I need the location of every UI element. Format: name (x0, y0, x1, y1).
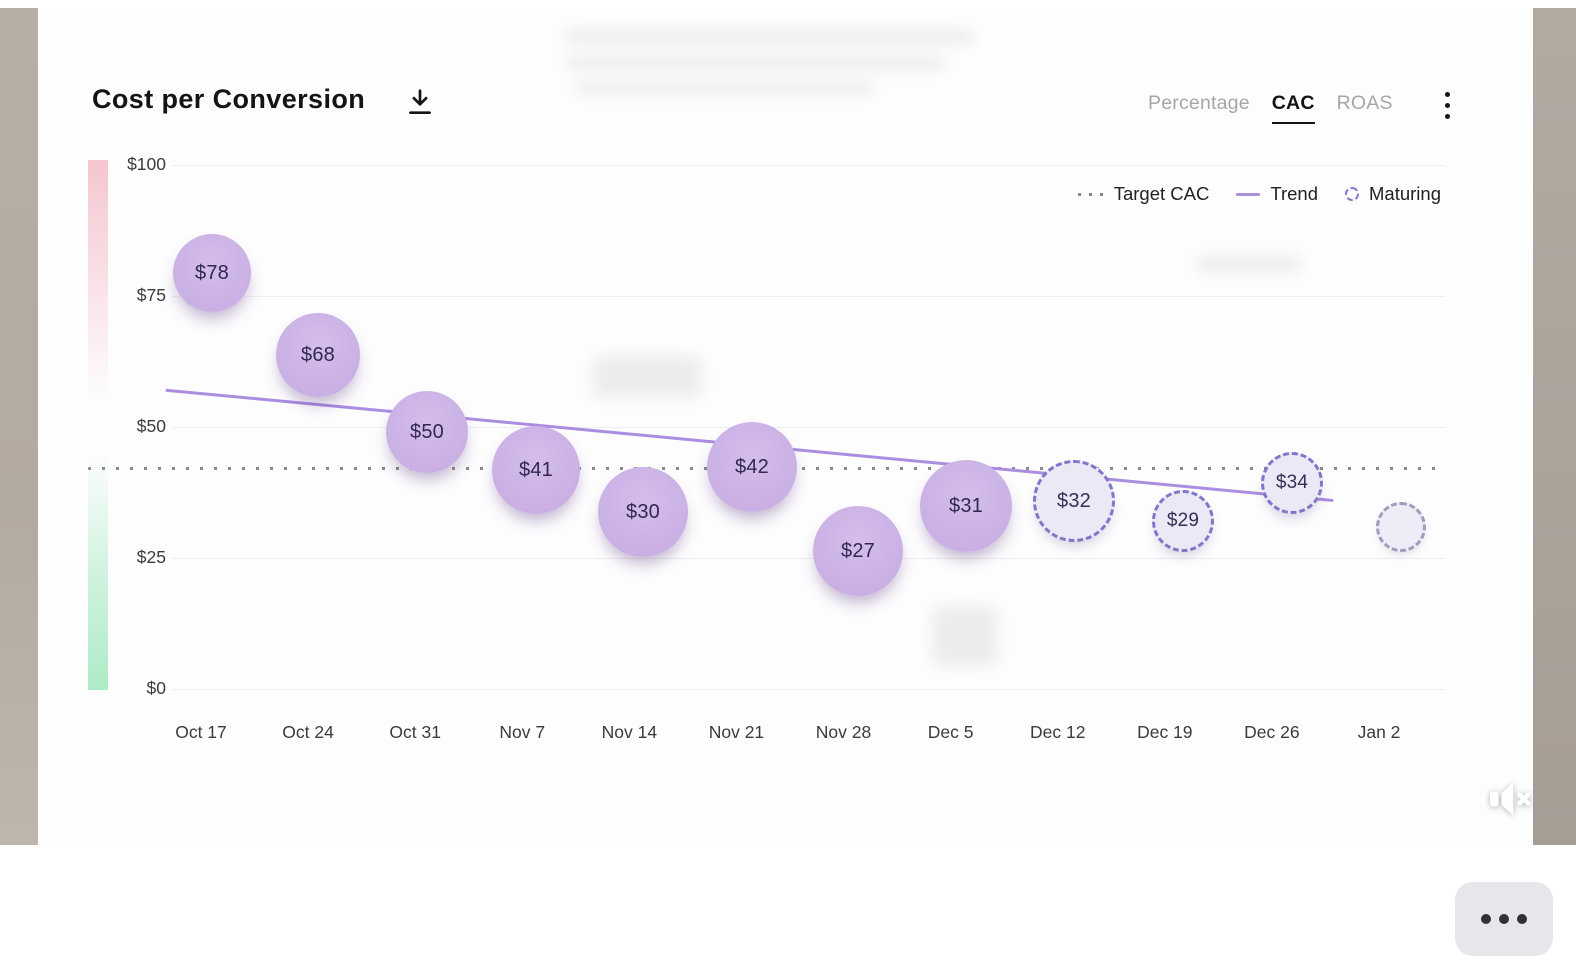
bubble-value-label: $68 (301, 343, 335, 366)
x-axis-label: Oct 24 (282, 722, 334, 742)
risk-gradient-bar (88, 160, 108, 690)
tab-roas[interactable]: ROAS (1336, 92, 1393, 114)
bubble-oct-31: $50 (386, 391, 468, 473)
bubble-value-label: $32 (1057, 489, 1091, 512)
dashed-circle-swatch (1345, 187, 1360, 201)
x-axis-label: Dec 19 (1137, 722, 1193, 742)
more-dot (1499, 914, 1509, 924)
video-blur-edge-left (0, 8, 38, 845)
legend-item-trend: Trend (1236, 183, 1318, 205)
y-axis-label: $100 (127, 154, 166, 174)
y-axis-label: $25 (136, 547, 166, 567)
bubble-nov-21: $42 (707, 422, 797, 512)
x-axis-label: Dec 5 (927, 722, 974, 742)
dotted-line-swatch (1077, 192, 1104, 196)
x-axis-label: Dec 12 (1029, 722, 1086, 742)
x-axis-label: Oct 31 (389, 722, 441, 742)
bubble-value-label: $27 (841, 539, 875, 562)
chart-title: Cost per Conversion (92, 84, 366, 114)
bubble-value-label: $42 (735, 455, 769, 478)
bubble-value-label: $31 (949, 494, 983, 517)
bubble-value-label: $50 (410, 420, 444, 443)
bubble-nov-7: $41 (492, 426, 580, 514)
bubble-value-label: $30 (626, 500, 660, 523)
metric-tabs: Percentage CAC ROAS (1148, 92, 1393, 124)
x-axis-label: Nov 7 (499, 722, 546, 742)
bubble-value-label: $78 (195, 261, 229, 284)
x-axis-label: Nov 28 (815, 722, 872, 742)
x-axis-label: Oct 17 (175, 722, 227, 742)
legend-item-maturing: Maturing (1345, 183, 1441, 205)
mute-button[interactable] (1484, 774, 1536, 824)
download-button[interactable] (404, 86, 436, 118)
gridline-$50 (172, 426, 1445, 428)
trend-line (165, 388, 1334, 502)
bubble-nov-28: $27 (813, 506, 903, 596)
y-axis-label: $50 (136, 416, 166, 436)
gridline-$75 (172, 295, 1445, 297)
bubble-oct-24: $68 (276, 313, 360, 397)
y-axis-label: $75 (136, 285, 166, 305)
bubble-value-label: $29 (1166, 510, 1200, 531)
x-axis-label: Dec 26 (1244, 722, 1300, 742)
bubble-dec-5: $31 (920, 460, 1012, 552)
x-axis-label: Nov 21 (708, 722, 765, 742)
legend-item-target-cac: Target CAC (1077, 183, 1210, 205)
gridline-$25 (172, 557, 1445, 559)
tab-cac[interactable]: CAC (1271, 92, 1315, 124)
legend-label: Target CAC (1113, 183, 1210, 204)
kebab-menu-icon[interactable] (1438, 92, 1456, 126)
bubble-value-label: $41 (519, 458, 553, 481)
gridline-$100 (172, 164, 1445, 166)
bubble-nov-14: $30 (598, 467, 688, 557)
gridline-$0 (172, 688, 1445, 690)
bubble-value-label: $34 (1275, 472, 1309, 493)
bubble-dec-19: $29 (1152, 490, 1214, 552)
legend-label: Trend (1270, 183, 1319, 204)
more-dot (1481, 914, 1491, 924)
video-blur-edge-right (1533, 8, 1576, 845)
x-axis-label: Jan 2 (1357, 722, 1401, 742)
bubble-dec-12: $32 (1033, 460, 1115, 542)
more-options-button[interactable] (1455, 882, 1553, 956)
x-axis-label: Nov 14 (601, 722, 658, 742)
y-axis-label: $0 (146, 678, 166, 698)
muted-speaker-icon (1490, 782, 1531, 816)
post-caption: WonderAds.com makes TV advertising as si… (0, 845, 1576, 978)
tab-percentage[interactable]: Percentage (1148, 92, 1250, 114)
chart-legend: Target CAC Trend Maturing (1077, 181, 1441, 207)
bubble-oct-17: $78 (173, 234, 251, 312)
bubble-jan-2 (1376, 502, 1426, 552)
legend-label: Maturing (1369, 183, 1441, 204)
solid-line-swatch (1236, 192, 1261, 196)
more-dot (1517, 914, 1527, 924)
download-icon (409, 89, 431, 114)
bubble-dec-26: $34 (1261, 452, 1323, 514)
